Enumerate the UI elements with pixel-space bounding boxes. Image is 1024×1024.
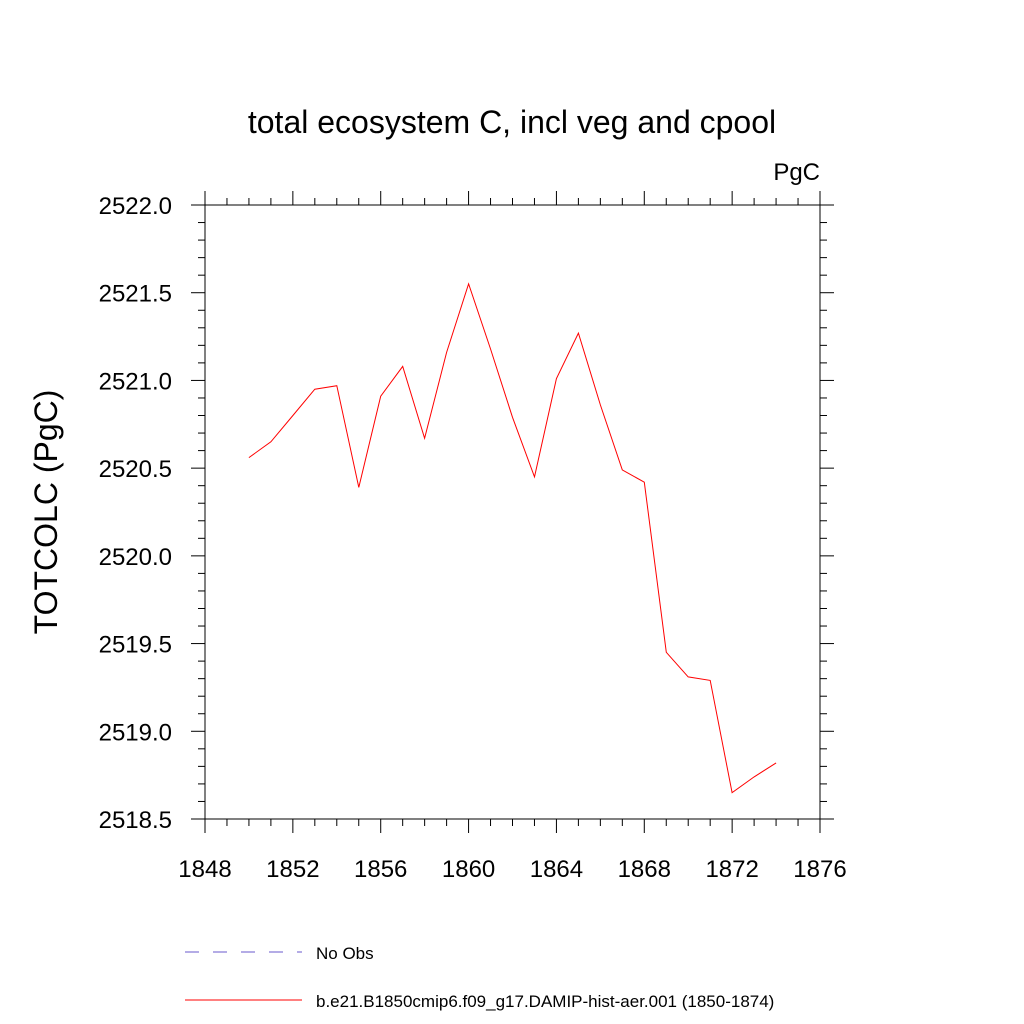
y-tick-label: 2520.0 [99,544,172,571]
y-tick-label: 2519.0 [99,719,172,746]
x-tick-label: 1852 [266,856,319,883]
y-axis-label: TOTCOLC (PgC) [28,390,64,635]
plot-frame [204,204,821,820]
x-tick-label: 1868 [618,856,671,883]
x-tick-label: 1860 [442,856,495,883]
x-tick-label: 1848 [178,856,231,883]
y-tick-label: 2521.0 [99,368,172,395]
legend: No Obs b.e21.B1850cmip6.f09_g17.DAMIP-hi… [185,944,774,1011]
y-tick-label: 2518.5 [99,807,172,834]
x-tick-label: 1856 [354,856,407,883]
chart-title: total ecosystem C, incl veg and cpool [248,104,776,140]
y-tick-label: 2522.0 [99,193,172,220]
y-tick-label: 2521.5 [99,281,172,308]
x-tick-label: 1876 [793,856,846,883]
axis-ticks [191,191,834,833]
series-group [248,282,777,794]
y-tick-label: 2519.5 [99,632,172,659]
x-tick-label: 1872 [705,856,758,883]
series-line [248,282,777,794]
y-tick-label: 2520.5 [99,456,172,483]
x-tick-label: 1864 [530,856,583,883]
legend-label-model: b.e21.B1850cmip6.f09_g17.DAMIP-hist-aer.… [316,992,774,1011]
tick-labels: 1848 1852 1856 1860 1864 1868 1872 1876 2518.5 25… [99,193,847,883]
units-label: PgC [773,159,820,186]
legend-label-no-obs: No Obs [316,944,374,963]
